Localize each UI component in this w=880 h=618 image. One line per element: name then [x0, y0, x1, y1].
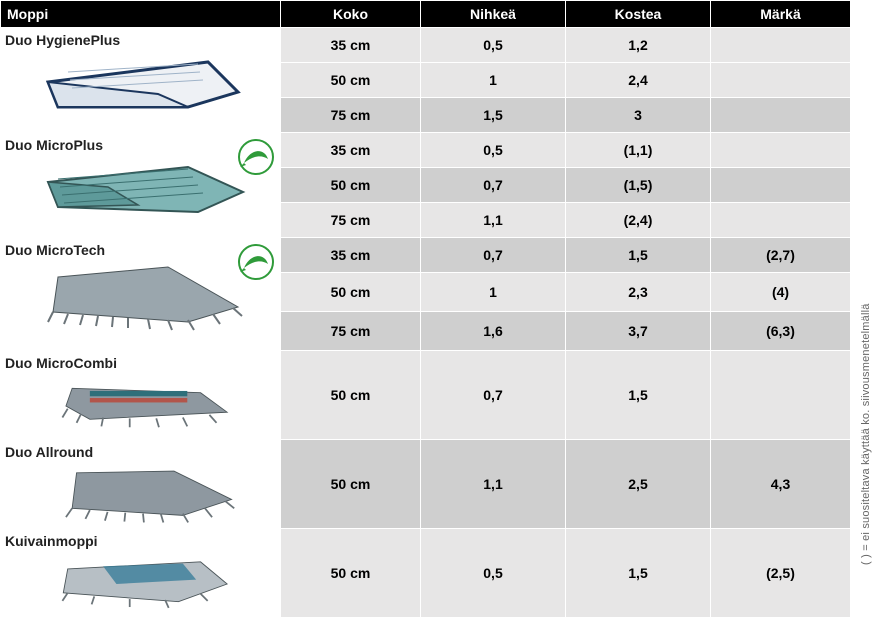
product-name-cell: Kuivainmoppi [1, 529, 281, 618]
cell-kostea: 3,7 [566, 312, 711, 351]
cell-kostea: (1,1) [566, 133, 711, 168]
cell-marka [711, 168, 851, 203]
cell-nihkea: 1 [421, 273, 566, 312]
cell-nihkea: 1,5 [421, 98, 566, 133]
th-marka: Märkä [711, 1, 851, 28]
mop-image [38, 157, 248, 227]
cell-kostea: 2,5 [566, 440, 711, 529]
cell-marka [711, 28, 851, 63]
cell-koko: 50 cm [281, 529, 421, 618]
cell-marka: 4,3 [711, 440, 851, 529]
cell-marka [711, 98, 851, 133]
table-row: Duo Allround50 cm1,12,54,3 [1, 440, 851, 529]
cell-koko: 35 cm [281, 133, 421, 168]
product-name: Duo Allround [5, 444, 280, 460]
cell-marka: (4) [711, 273, 851, 312]
th-moppi: Moppi [1, 1, 281, 28]
cell-marka: (2,7) [711, 238, 851, 273]
cell-koko: 75 cm [281, 98, 421, 133]
table-row: Duo HygienePlus35 cm0,51,2 [1, 28, 851, 63]
cell-marka [711, 63, 851, 98]
table-row: Kuivainmoppi50 cm0,51,5(2,5) [1, 529, 851, 618]
th-nihkea: Nihkeä [421, 1, 566, 28]
th-koko: Koko [281, 1, 421, 28]
cell-koko: 35 cm [281, 28, 421, 63]
cell-koko: 50 cm [281, 168, 421, 203]
table-row: Duo MicroTech35 cm0,71,5(2,7) [1, 238, 851, 273]
th-kostea: Kostea [566, 1, 711, 28]
cell-nihkea: 0,7 [421, 168, 566, 203]
cell-koko: 35 cm [281, 238, 421, 273]
mop-table: Moppi Koko Nihkeä Kostea Märkä Duo Hygie… [0, 0, 851, 618]
cell-marka: (2,5) [711, 529, 851, 618]
product-name: Duo HygienePlus [5, 32, 280, 48]
footnote: ( ) = ei suositeltava käyttää ko. siivou… [860, 165, 880, 565]
product-name-cell: Duo MicroPlus [1, 133, 281, 238]
cell-koko: 75 cm [281, 312, 421, 351]
cell-koko: 50 cm [281, 351, 421, 440]
cell-nihkea: 1,1 [421, 203, 566, 238]
cell-marka [711, 133, 851, 168]
cell-koko: 75 cm [281, 203, 421, 238]
mop-image [38, 52, 248, 122]
product-name-cell: Duo HygienePlus [1, 28, 281, 133]
mop-image [38, 262, 248, 332]
cell-nihkea: 1 [421, 63, 566, 98]
cell-kostea: 3 [566, 98, 711, 133]
mop-image [38, 553, 248, 615]
ecolabel-icon [238, 244, 274, 280]
table-header-row: Moppi Koko Nihkeä Kostea Märkä [1, 1, 851, 28]
mop-image [38, 464, 248, 526]
cell-koko: 50 cm [281, 440, 421, 529]
cell-koko: 50 cm [281, 273, 421, 312]
product-name: Duo MicroCombi [5, 355, 280, 371]
cell-kostea: 2,4 [566, 63, 711, 98]
cell-marka [711, 203, 851, 238]
cell-kostea: 1,5 [566, 351, 711, 440]
cell-kostea: (1,5) [566, 168, 711, 203]
cell-nihkea: 1,6 [421, 312, 566, 351]
cell-nihkea: 1,1 [421, 440, 566, 529]
product-name: Kuivainmoppi [5, 533, 280, 549]
mop-image [38, 375, 248, 437]
cell-nihkea: 0,5 [421, 529, 566, 618]
cell-kostea: (2,4) [566, 203, 711, 238]
cell-nihkea: 0,5 [421, 28, 566, 63]
table-row: Duo MicroCombi50 cm0,71,5 [1, 351, 851, 440]
cell-kostea: 1,5 [566, 238, 711, 273]
cell-marka [711, 351, 851, 440]
cell-nihkea: 0,7 [421, 238, 566, 273]
cell-nihkea: 0,7 [421, 351, 566, 440]
cell-koko: 50 cm [281, 63, 421, 98]
table-row: Duo MicroPlus35 cm0,5(1,1) [1, 133, 851, 168]
product-name-cell: Duo MicroCombi [1, 351, 281, 440]
cell-kostea: 1,5 [566, 529, 711, 618]
cell-marka: (6,3) [711, 312, 851, 351]
product-name-cell: Duo MicroTech [1, 238, 281, 351]
cell-kostea: 1,2 [566, 28, 711, 63]
cell-nihkea: 0,5 [421, 133, 566, 168]
ecolabel-icon [238, 139, 274, 175]
cell-kostea: 2,3 [566, 273, 711, 312]
product-name-cell: Duo Allround [1, 440, 281, 529]
